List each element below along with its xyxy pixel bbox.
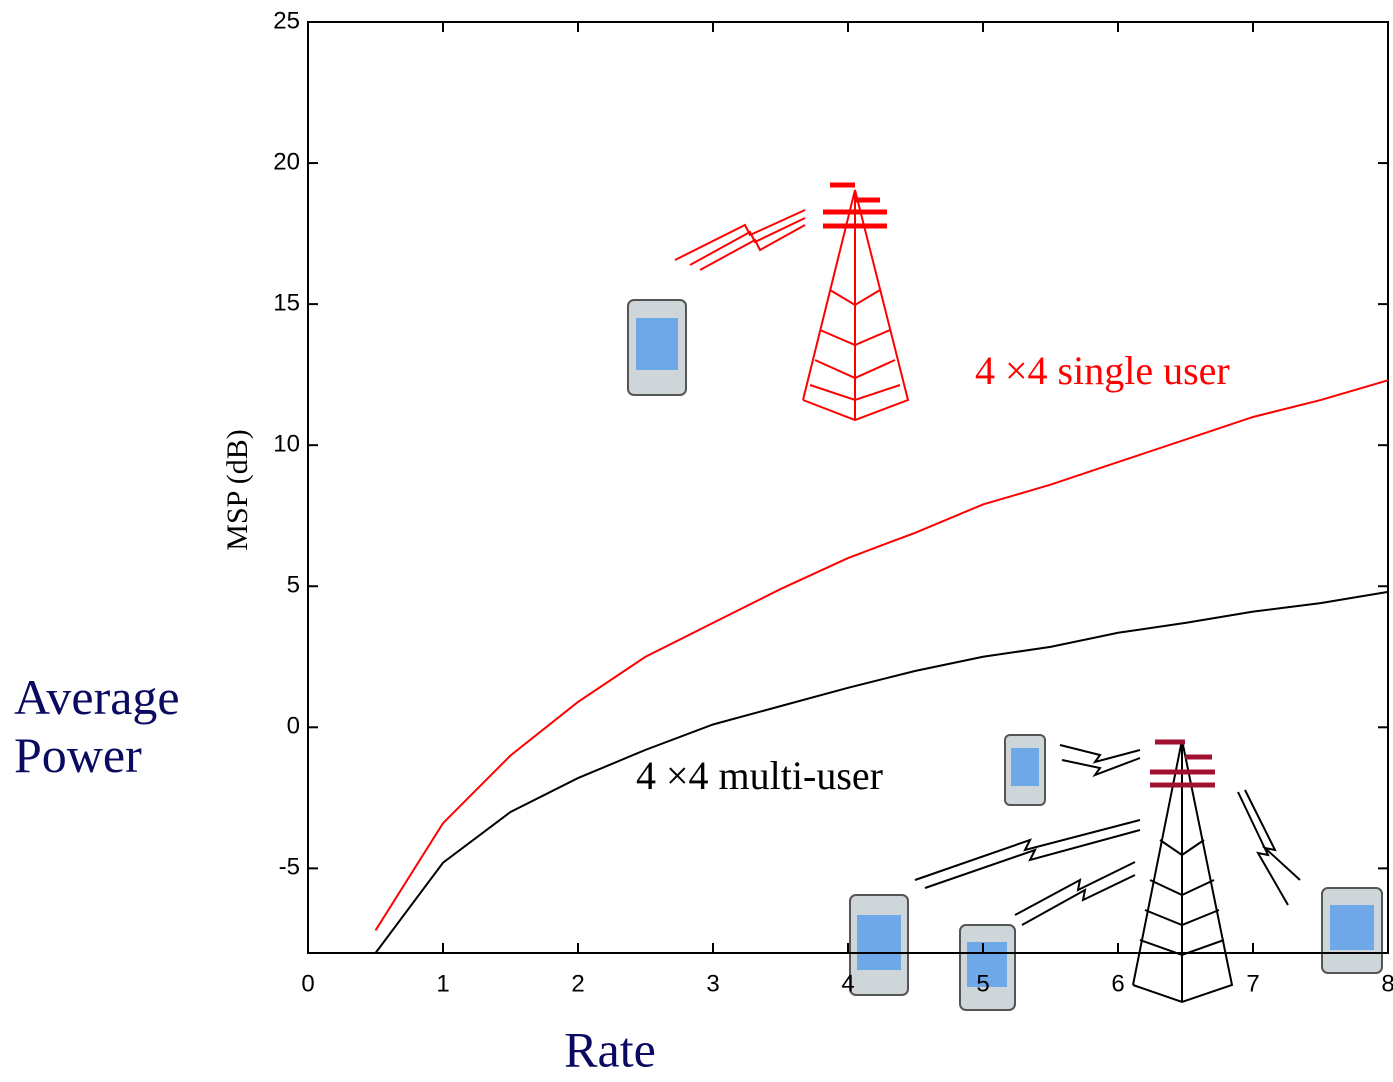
x-tick-label: 1 (436, 970, 449, 997)
series-label: 4 ×4 single user (975, 348, 1230, 393)
x-tick-label: 3 (706, 970, 719, 997)
y-tick-label: 0 (287, 713, 300, 740)
x-tick-label: 8 (1381, 970, 1393, 997)
side-label: Average Power (14, 669, 180, 783)
series-label: 4 ×4 multi-user (636, 753, 883, 798)
y-tick-label: -5 (279, 854, 300, 881)
y-tick-label: 10 (273, 431, 300, 458)
y-axis-label: MSP (dB) (221, 429, 254, 550)
y-tick-label: 15 (273, 289, 300, 316)
x-tick-label: 2 (571, 970, 584, 997)
x-axis-label: Rate (564, 1021, 656, 1077)
series-line (374, 379, 1389, 931)
series-line (374, 590, 1389, 954)
x-tick-label: 6 (1111, 970, 1124, 997)
x-tick-label: 7 (1246, 970, 1259, 997)
decoration (627, 182, 1383, 1011)
x-tick-label: 4 (841, 970, 854, 997)
x-tick-label: 5 (976, 970, 989, 997)
y-tick-label: 5 (287, 572, 300, 599)
x-tick-label: 0 (301, 970, 314, 997)
y-tick-label: 25 (273, 7, 300, 34)
plot-frame (307, 21, 1389, 954)
y-tick-label: 20 (273, 148, 300, 175)
